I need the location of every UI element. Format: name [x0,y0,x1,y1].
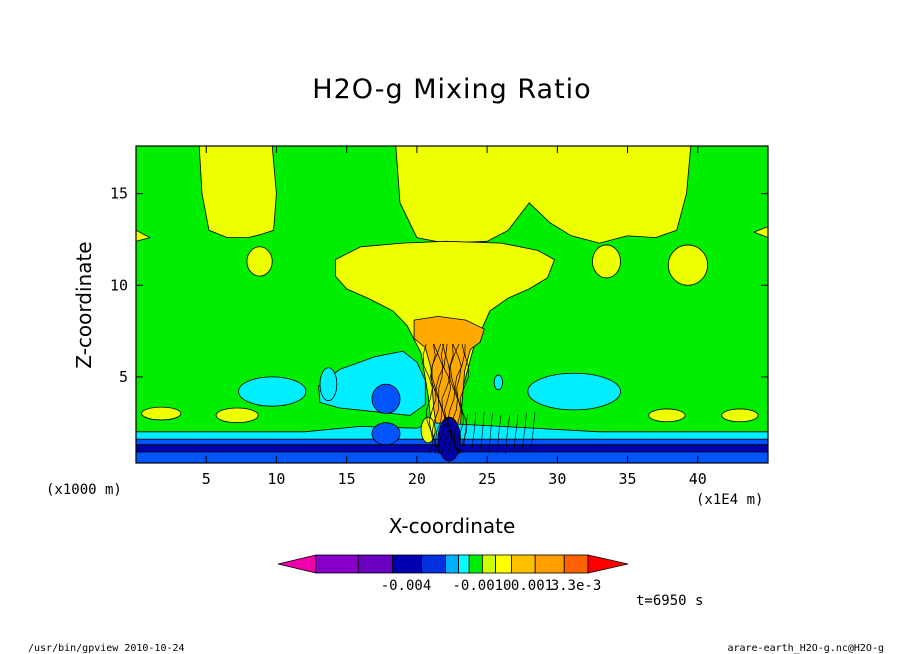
contour-line [422,343,434,454]
contour-line [433,343,446,454]
colorbar-low-arrow [277,554,317,574]
colorbar-label: -0.0010 [452,578,511,594]
small-positive-blob [246,246,273,277]
colorbar-swatch [563,554,589,574]
low-negative-core [371,422,401,446]
x-tick-label: 30 [548,470,566,488]
contour-line [488,412,493,452]
colorbar-label: -0.004 [381,578,432,594]
colorbar-swatch [468,554,483,574]
colorbar-swatch [315,554,359,574]
x-tick-label: 20 [408,470,426,488]
chart-title: H2O-g Mixing Ratio [312,74,592,105]
y-axis-label: Z-coordinate [72,241,96,369]
upper-positive-region [198,146,277,238]
low-positive-blob [420,416,436,444]
small-positive-blob [592,244,621,279]
contour-line [462,413,468,453]
colorbar-swatch [511,554,536,574]
colorbar-swatch [495,554,512,574]
plot-frame [135,145,769,464]
edge-positive-region [752,226,768,239]
colorbar-swatch [357,554,393,574]
contour-field [136,146,768,463]
y-tick-label: 10 [110,276,128,294]
mid-negative-core [371,383,401,414]
right-negative-region [527,372,621,411]
colorbar-swatch [534,554,565,574]
x-tick-label: 5 [202,470,211,488]
contour-line [471,412,477,451]
low-positive-blob [141,406,182,421]
time-label: t=6950 s [636,593,704,609]
contour-line [479,411,485,451]
x-axis-label: X-coordinate [388,514,516,538]
x-axis: 5 10 15 20 25 30 35 40 [202,146,707,488]
colorbar-high-arrow [587,554,629,574]
x-tick-label: 25 [478,470,496,488]
x-tick-label: 10 [267,470,285,488]
contour-line [440,343,452,454]
footer-right: arare-earth_H2O-g.nc@H2O-g [727,643,884,654]
contour-line [513,414,519,453]
x-tick-label: 40 [689,470,707,488]
x-tick-label: 35 [619,470,637,488]
x-unit-note: (x1E4 m) [696,492,764,508]
footer-left: /usr/bin/gpview 2010-10-24 [28,643,185,654]
low-positive-blob [215,407,259,424]
contour-line [447,343,460,454]
colorbar-swatch [392,554,423,574]
low-positive-blob [721,408,759,423]
small-negative-blob [493,374,503,391]
y-tick-label: 15 [110,185,128,203]
colorbar-swatch [421,554,446,574]
contour-line [496,414,502,454]
mid-negative-region [238,376,307,407]
mid-negative-region [319,367,338,402]
x-tick-label: 15 [338,470,356,488]
colorbar-swatch [481,554,496,574]
contour-line [448,343,459,454]
small-positive-blob [667,244,709,286]
edge-positive-region [136,229,152,242]
colorbar-swatch [458,554,470,574]
contour-line [530,411,536,451]
y-unit-note: (x1000 m) [46,482,122,498]
y-axis: 5 10 15 [110,185,768,386]
contour-line [441,343,451,454]
contour-line [452,343,465,454]
colorbar-label: 3.3e-3 [551,578,602,594]
contour-line [505,415,510,454]
colorbar-label: 0.001 [511,578,553,594]
contour-line [521,412,527,451]
colorbar-swatch [444,554,460,574]
y-tick-label: 5 [119,368,128,386]
low-positive-blob [648,408,686,423]
upper-positive-region [395,146,692,244]
contour-line [459,343,469,454]
